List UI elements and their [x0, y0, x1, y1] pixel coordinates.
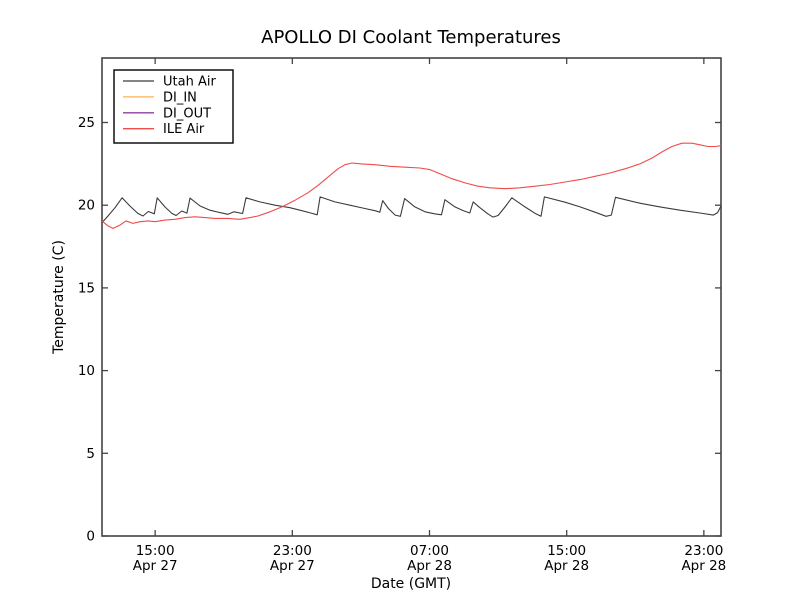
legend-label: DI_IN: [163, 90, 197, 105]
chart-title: APOLLO DI Coolant Temperatures: [261, 27, 561, 48]
y-tick-label: 15: [78, 280, 95, 296]
y-tick-label: 0: [86, 529, 95, 545]
x-axis-label: Date (GMT): [371, 576, 451, 592]
series-line-utah-air: [101, 196, 722, 223]
y-tick-label: 20: [78, 198, 95, 214]
x-tick-label-time: 23:00: [273, 543, 312, 559]
y-axis-label: Temperature (C): [51, 240, 67, 355]
legend-label: ILE Air: [163, 122, 205, 137]
x-tick-label-time: 07:00: [410, 543, 449, 559]
legend-frame: [113, 69, 234, 144]
x-tick-label-date: Apr 28: [544, 558, 589, 574]
legend-label: Utah Air: [163, 75, 216, 90]
x-tick-label-date: Apr 28: [681, 558, 726, 574]
x-tick-label-date: Apr 27: [133, 558, 178, 574]
x-tick-label-date: Apr 27: [270, 558, 315, 574]
series-line-ile-air: [101, 142, 722, 229]
axes-spines: [101, 57, 722, 537]
x-tick-label-time: 15:00: [136, 543, 175, 559]
y-tick-label: 5: [86, 446, 95, 462]
legend-label: DI_OUT: [163, 106, 211, 121]
x-tick-label-time: 23:00: [684, 543, 723, 559]
y-tick-label: 10: [78, 363, 95, 379]
x-tick-label-time: 15:00: [547, 543, 586, 559]
y-tick-label: 25: [78, 115, 95, 131]
x-tick-label-date: Apr 28: [407, 558, 452, 574]
